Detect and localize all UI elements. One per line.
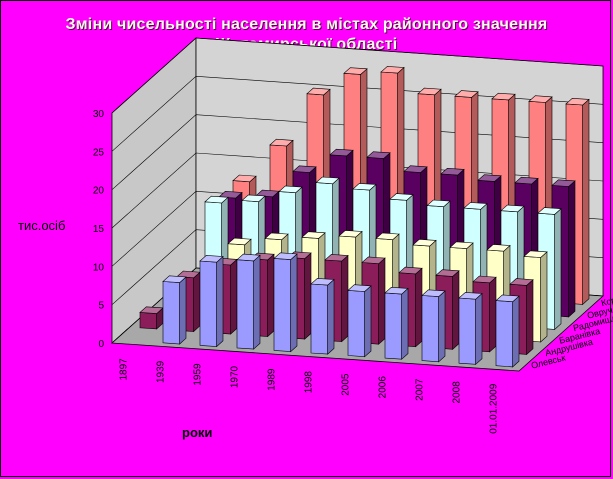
x-tick-label: 2007 [415, 378, 426, 401]
x-tick-label: 1939 [156, 360, 167, 383]
x-tick-label: 2008 [451, 381, 462, 404]
bar [347, 284, 372, 358]
bar [139, 306, 164, 330]
bar [421, 289, 446, 363]
x-tick-label: 2006 [377, 376, 388, 399]
y-tick-label: 30 [93, 109, 105, 120]
chart-title-line-1: Зміни чисельності населення в містах рай… [65, 16, 548, 33]
bar [199, 255, 224, 348]
x-tick-label: 1959 [192, 363, 203, 386]
x-tick-label: 1897 [118, 358, 129, 381]
bar [495, 294, 520, 368]
x-tick-label: 2005 [341, 373, 352, 396]
x-tick-label: 1989 [266, 368, 277, 391]
bar [162, 275, 187, 345]
bar [458, 292, 483, 365]
bar [384, 286, 409, 360]
bar [236, 253, 261, 350]
x-axis-label: роки [182, 425, 213, 440]
bar [273, 252, 298, 353]
x-tick-label: 1970 [230, 365, 241, 388]
y-tick-label: 5 [98, 301, 104, 312]
y-axis-label: тис.осіб [18, 218, 66, 233]
x-tick-label: 01.01.2009 [489, 383, 500, 433]
gridline [111, 37, 604, 114]
y-tick-label: 20 [93, 186, 105, 197]
y-tick-label: 15 [93, 224, 105, 235]
x-tick-label: 1998 [304, 371, 315, 394]
bar [310, 278, 335, 355]
y-tick-label: 0 [98, 339, 104, 350]
y-tick-label: 10 [93, 262, 105, 273]
y-tick-label: 25 [93, 147, 105, 158]
